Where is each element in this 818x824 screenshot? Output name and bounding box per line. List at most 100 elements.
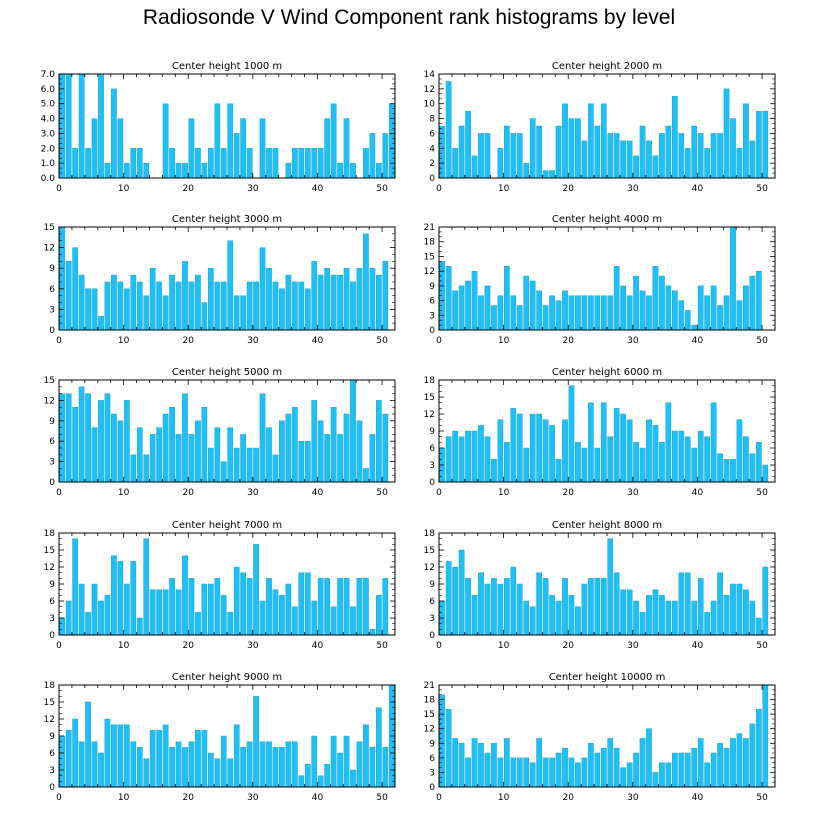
histogram-bar bbox=[697, 578, 704, 636]
histogram-bar bbox=[626, 295, 633, 331]
histogram-bar bbox=[678, 572, 685, 636]
histogram-bar bbox=[445, 709, 452, 788]
histogram-bar bbox=[684, 310, 691, 331]
histogram-bar bbox=[149, 268, 156, 331]
y-tick-label: 6 bbox=[49, 285, 55, 295]
histogram-bar bbox=[691, 447, 698, 483]
histogram-bar bbox=[382, 413, 389, 483]
histogram-bar bbox=[111, 555, 117, 636]
histogram-bar bbox=[182, 747, 188, 788]
histogram-bar bbox=[259, 247, 266, 331]
x-tick-label: 50 bbox=[376, 641, 388, 651]
histogram-bar bbox=[723, 88, 730, 179]
histogram-bar bbox=[704, 436, 710, 483]
x-tick-label: 50 bbox=[756, 336, 768, 346]
histogram-bar bbox=[72, 148, 78, 179]
histogram-bar bbox=[465, 110, 471, 179]
histogram-bar bbox=[298, 572, 305, 636]
histogram-bar bbox=[736, 733, 743, 788]
panel-title: Center height 7000 m bbox=[172, 520, 282, 531]
histogram-bar bbox=[646, 728, 652, 788]
y-tick-label: 18 bbox=[424, 376, 436, 386]
x-tick-label: 50 bbox=[756, 184, 768, 194]
histogram-bar bbox=[600, 103, 607, 179]
histogram-bar bbox=[227, 758, 234, 788]
histogram-bar bbox=[124, 583, 130, 636]
histogram-bar bbox=[111, 724, 117, 788]
histogram-bar bbox=[220, 595, 227, 636]
histogram-bar bbox=[253, 447, 259, 483]
y-tick-label: 6 bbox=[49, 597, 55, 607]
histogram-bar bbox=[350, 281, 356, 331]
histogram-bar bbox=[72, 538, 78, 636]
histogram-bar bbox=[136, 617, 143, 636]
histogram-bar bbox=[562, 747, 568, 788]
y-tick-label: 12 bbox=[44, 715, 55, 725]
y-tick-label: 9 bbox=[429, 282, 435, 292]
y-tick-label: 6 bbox=[429, 129, 435, 139]
histogram-bar bbox=[600, 578, 607, 636]
histogram-bar bbox=[149, 589, 156, 636]
histogram-bar bbox=[491, 743, 497, 788]
histogram-bar bbox=[227, 103, 234, 179]
histogram-bar bbox=[201, 730, 208, 788]
histogram-bar bbox=[104, 595, 111, 636]
histogram-bar bbox=[162, 413, 169, 483]
histogram-bar bbox=[639, 447, 646, 483]
histogram-bar bbox=[246, 148, 253, 179]
histogram-bar bbox=[562, 419, 568, 483]
histogram-bar bbox=[549, 295, 555, 331]
histogram-bar bbox=[756, 270, 762, 331]
histogram-bar bbox=[169, 274, 175, 331]
histogram-bar bbox=[575, 295, 581, 331]
histogram-bar bbox=[376, 595, 382, 636]
histogram-bar bbox=[253, 544, 259, 636]
histogram-bar bbox=[292, 281, 298, 331]
histogram-bar bbox=[465, 578, 471, 636]
histogram-bar bbox=[59, 226, 66, 331]
histogram-bar bbox=[240, 434, 246, 483]
histogram-bar bbox=[452, 148, 458, 179]
histogram-bar bbox=[723, 295, 730, 331]
histogram-bar bbox=[233, 295, 240, 331]
histogram-bar bbox=[292, 741, 298, 788]
x-tick-label: 30 bbox=[627, 793, 639, 803]
histogram-bar bbox=[330, 274, 337, 331]
histogram-bar bbox=[452, 738, 458, 788]
histogram-bar bbox=[723, 459, 730, 483]
histogram-bar bbox=[227, 240, 234, 331]
y-tick-label: 8 bbox=[429, 115, 435, 125]
histogram-panel-6: Center height 6000 m 0 10 20 30 40 50 0 3 6 9 12 15 1… bbox=[424, 367, 776, 498]
histogram-bar bbox=[343, 268, 350, 331]
histogram-bar bbox=[117, 281, 124, 331]
histogram-bar bbox=[665, 402, 672, 483]
histogram-bar bbox=[504, 738, 510, 788]
histogram-bar bbox=[542, 305, 549, 331]
histogram-bar bbox=[542, 578, 549, 636]
y-tick-label: 12 bbox=[424, 267, 435, 277]
histogram-panel-5: Center height 5000 m 0 10 20 30 40 50 0 3 6 9 12 15 bbox=[44, 367, 396, 498]
histogram-bar bbox=[562, 290, 568, 331]
histogram-bar bbox=[324, 268, 330, 331]
histogram-bar bbox=[691, 600, 698, 636]
histogram-bar bbox=[130, 454, 137, 483]
histogram-bar bbox=[311, 148, 318, 179]
histogram-bar bbox=[143, 454, 150, 483]
histogram-bar bbox=[337, 578, 343, 636]
y-tick-label: 1.0 bbox=[41, 159, 56, 169]
histogram-bar bbox=[272, 281, 279, 331]
histogram-bar bbox=[672, 96, 678, 179]
histogram-bar bbox=[124, 400, 130, 483]
y-tick-label: 15 bbox=[44, 223, 55, 233]
histogram-bar bbox=[497, 583, 504, 636]
y-tick-label: 6 bbox=[49, 437, 55, 447]
y-tick-label: 12 bbox=[44, 244, 55, 254]
y-tick-label: 9 bbox=[49, 264, 55, 274]
x-tick-label: 20 bbox=[563, 488, 575, 498]
y-tick-label: 12 bbox=[44, 396, 55, 406]
histogram-bar bbox=[613, 572, 620, 636]
histogram-bar bbox=[298, 148, 305, 179]
histogram-bar bbox=[504, 442, 510, 483]
y-tick-label: 3 bbox=[49, 458, 55, 468]
histogram-bar bbox=[130, 741, 137, 788]
